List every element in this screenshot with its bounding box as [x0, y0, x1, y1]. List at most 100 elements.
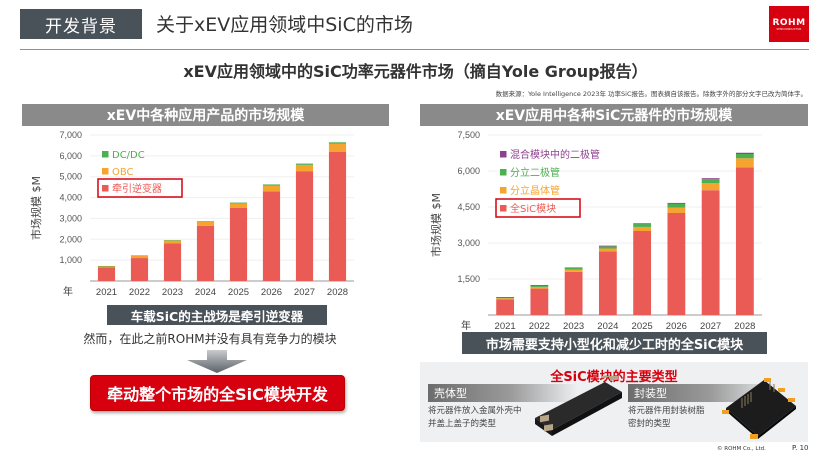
x-tick-label: 2021: [96, 287, 117, 298]
bar-segment: [496, 297, 515, 298]
right-chart-heading: xEV应用中各种SiC元器件的市场规模: [420, 104, 808, 126]
bar-segment: [163, 240, 182, 244]
molded-type-desc-line2: 密封的类型: [628, 419, 671, 429]
legend-swatch: [500, 205, 507, 212]
bar-segment: [229, 208, 248, 281]
bar-segment: [735, 152, 754, 154]
y-tick-label: 5,000: [59, 172, 82, 182]
bar-segment: [701, 178, 720, 180]
bar-segment: [130, 255, 149, 259]
x-tick-label: 2026: [261, 287, 282, 298]
y-axis-label: 市场规模 $M: [29, 176, 43, 240]
x-tick-label: 2025: [632, 321, 653, 331]
bar-segment: [530, 285, 549, 287]
y-axis-label: 市场规模 $M: [429, 193, 443, 257]
bar-segment: [496, 299, 515, 315]
bar-segment: [564, 269, 583, 272]
x-tick-label: 2026: [666, 321, 687, 331]
x-tick-label: 2028: [327, 287, 348, 298]
y-tick-label: 6,000: [59, 151, 82, 161]
bar-segment: [262, 184, 281, 186]
case-type-description: 将元器件放入金属外壳中 并盖上盖子的类型: [428, 405, 522, 431]
bar-segment: [701, 183, 720, 191]
bar-segment: [564, 267, 583, 270]
bar-segment: [130, 258, 149, 281]
bar-segment: [328, 142, 347, 144]
bar-segment: [735, 153, 754, 159]
legend-swatch: [500, 187, 507, 194]
legend-label: 牵引逆变器: [112, 182, 162, 195]
molded-type-module-image: [722, 378, 796, 439]
bar-segment: [564, 271, 583, 315]
source-note: 数据来源：Yole Intelligence 2023年 功率SiC报告。图表摘…: [495, 90, 807, 98]
bar-segment: [295, 163, 314, 165]
bar-segment: [196, 221, 215, 226]
legend-swatch: [102, 168, 109, 175]
x-tick-label: 2022: [129, 287, 150, 298]
x-axis-label: 年: [461, 319, 471, 331]
legend-swatch: [500, 169, 507, 176]
x-tick-label: 2023: [162, 287, 183, 298]
case-type-desc-line2: 并盖上盖子的类型: [428, 419, 497, 429]
bar-segment: [262, 191, 281, 281]
x-tick-label: 2025: [228, 287, 249, 298]
x-tick-label: 2023: [563, 321, 584, 331]
bar-segment: [598, 246, 617, 249]
header-divider: [20, 49, 809, 50]
molded-type-desc-line1: 将元器件用封装树脂: [628, 406, 705, 416]
bar-segment: [598, 251, 617, 315]
legend-highlight-box: [97, 178, 183, 198]
bar-segment: [633, 226, 652, 231]
bar-segment: [667, 203, 686, 208]
bar-segment: [130, 255, 149, 256]
legend-label: 分立晶体管: [510, 184, 560, 197]
bar-segment: [633, 231, 652, 315]
bar-segment: [295, 171, 314, 281]
case-type-label: 壳体型: [428, 384, 578, 402]
bar-segment: [530, 286, 549, 289]
y-tick-label: 1,000: [59, 255, 82, 265]
bar-segment: [633, 224, 652, 227]
down-arrow-icon: [187, 350, 247, 373]
all-sic-module-development-banner: 牵动整个市场的全SiC模块开发: [90, 375, 345, 411]
legend-swatch: [102, 185, 109, 192]
legend-label: 混合模块中的二极管: [510, 148, 600, 161]
case-type-module-image: [535, 376, 622, 436]
traction-inverter-highlight: 车载SiC的主战场是牵引逆变器: [107, 305, 327, 325]
molded-type-description: 将元器件用封装树脂 密封的类型: [628, 405, 705, 431]
bar-segment: [163, 240, 182, 241]
bar-segment: [262, 185, 281, 192]
y-tick-label: 3,000: [59, 213, 82, 223]
bar-segment: [667, 213, 686, 315]
bar-segment: [196, 225, 215, 281]
legend-label: DC/DC: [112, 150, 145, 161]
logo-text: ROHM: [772, 17, 806, 28]
rohm-note: 然而，在此之前ROHM并没有具有竞争力的模块: [83, 332, 337, 346]
bar-segment: [598, 245, 617, 247]
bar-segment: [229, 203, 248, 208]
x-tick-label: 2024: [195, 287, 216, 298]
y-tick-label: 2,000: [59, 234, 82, 244]
y-tick-label: 7,500: [457, 130, 480, 140]
bar-segment: [633, 223, 652, 225]
x-tick-label: 2027: [294, 287, 315, 298]
y-tick-label: 6,000: [457, 166, 480, 176]
y-tick-label: 3,000: [457, 238, 480, 248]
bar-segment: [328, 143, 347, 152]
bar-segment: [530, 285, 549, 286]
left-chart-heading: xEV中各种应用产品的市场规模: [22, 104, 389, 126]
bar-segment: [97, 266, 116, 268]
legend-highlight-box: [495, 198, 581, 218]
bar-segment: [735, 158, 754, 168]
bar-segment: [229, 202, 248, 204]
legend-label: OBC: [112, 167, 134, 178]
right-stacked-bar-chart: 1,500 3,000 4,500 6,000 7,500 2021 2022 2023 202…: [429, 130, 762, 331]
market-needs-highlight: 市场需要支持小型化和减少工时的全SiC模块: [462, 332, 767, 354]
bar-segment: [328, 151, 347, 281]
bar-segment: [196, 221, 215, 222]
left-stacked-bar-chart: 1,000 2,000 3,000 4,000 5,000 6,000 7,000 2021 2…: [29, 130, 354, 298]
bar-segment: [496, 297, 515, 299]
legend-label: 全SiC模块: [510, 202, 556, 215]
bar-segment: [295, 164, 314, 172]
copyright: © ROHM Co., Ltd.: [717, 446, 766, 452]
